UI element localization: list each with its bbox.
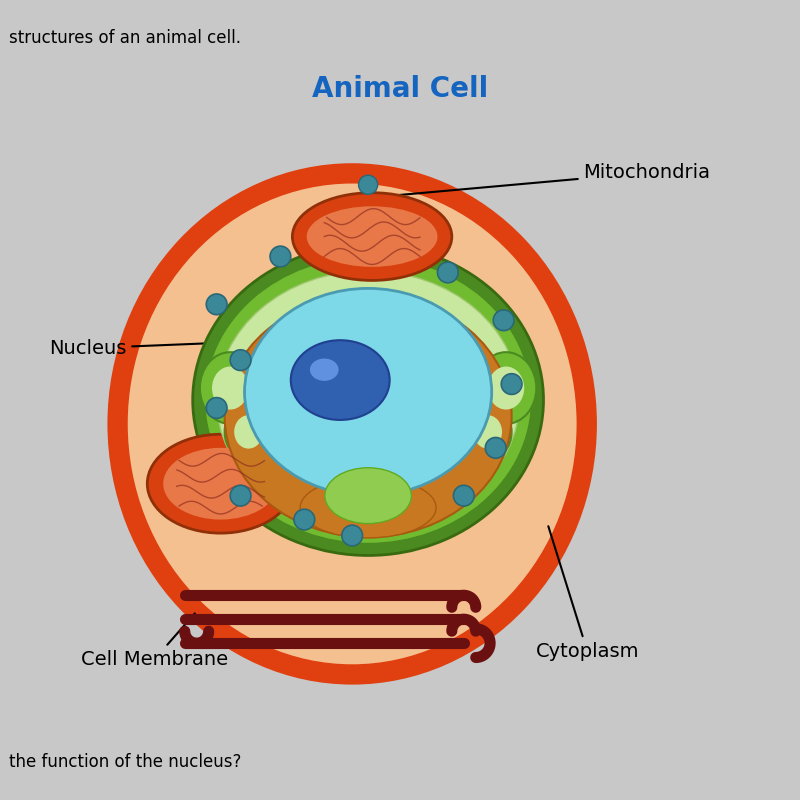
Ellipse shape — [476, 352, 536, 424]
Ellipse shape — [225, 404, 273, 460]
Ellipse shape — [234, 415, 263, 449]
Ellipse shape — [358, 175, 378, 194]
Ellipse shape — [300, 478, 436, 538]
Ellipse shape — [193, 245, 543, 555]
Ellipse shape — [292, 193, 452, 281]
Text: Cytoplasm: Cytoplasm — [535, 526, 639, 661]
Ellipse shape — [212, 366, 248, 410]
Ellipse shape — [125, 181, 579, 667]
Ellipse shape — [125, 181, 579, 667]
Ellipse shape — [230, 350, 251, 370]
Ellipse shape — [225, 294, 512, 537]
Ellipse shape — [206, 398, 227, 418]
Text: the function of the nucleus?: the function of the nucleus? — [10, 753, 242, 770]
Ellipse shape — [230, 486, 251, 506]
Ellipse shape — [294, 510, 314, 530]
Ellipse shape — [245, 288, 492, 496]
Ellipse shape — [200, 352, 261, 424]
Ellipse shape — [454, 486, 474, 506]
Ellipse shape — [494, 310, 514, 330]
Text: Animal Cell: Animal Cell — [312, 75, 488, 103]
Text: structures of an animal cell.: structures of an animal cell. — [10, 30, 242, 47]
Ellipse shape — [107, 163, 597, 685]
Ellipse shape — [270, 246, 290, 267]
Ellipse shape — [474, 415, 502, 449]
Ellipse shape — [290, 340, 390, 420]
Ellipse shape — [342, 525, 362, 546]
Ellipse shape — [206, 294, 227, 314]
Ellipse shape — [205, 257, 531, 543]
Text: Mitochondria: Mitochondria — [383, 163, 710, 197]
Ellipse shape — [310, 358, 338, 381]
Ellipse shape — [325, 468, 411, 523]
Ellipse shape — [147, 434, 294, 533]
Ellipse shape — [306, 206, 438, 267]
Ellipse shape — [163, 448, 278, 519]
Ellipse shape — [486, 438, 506, 458]
Ellipse shape — [217, 271, 519, 529]
Ellipse shape — [438, 262, 458, 283]
Ellipse shape — [488, 366, 524, 410]
Text: Cell Membrane: Cell Membrane — [81, 614, 228, 669]
Ellipse shape — [464, 404, 512, 460]
Ellipse shape — [502, 374, 522, 394]
Text: Nucleus: Nucleus — [50, 338, 282, 358]
